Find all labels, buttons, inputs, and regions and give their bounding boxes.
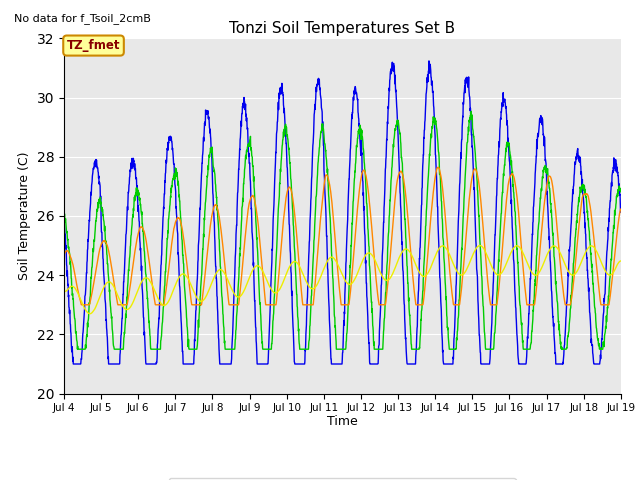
-16cm — [359, 168, 367, 174]
-8cm — [584, 208, 591, 214]
-16cm — [60, 250, 68, 256]
-32cm — [476, 242, 484, 248]
Line: -8cm: -8cm — [64, 111, 621, 349]
-8cm — [216, 247, 223, 253]
-32cm — [617, 258, 625, 264]
-16cm — [371, 262, 379, 267]
-16cm — [505, 180, 513, 185]
-4cm — [584, 267, 591, 273]
-16cm — [435, 164, 442, 170]
-8cm — [74, 346, 81, 352]
-4cm — [70, 361, 77, 367]
-4cm — [568, 200, 576, 205]
-32cm — [505, 255, 513, 261]
Line: -4cm: -4cm — [64, 61, 621, 364]
-4cm — [60, 221, 68, 227]
Legend: -4cm, -8cm, -16cm, -32cm: -4cm, -8cm, -16cm, -32cm — [169, 478, 516, 480]
-8cm — [359, 137, 367, 143]
-4cm — [359, 178, 367, 183]
-32cm — [584, 246, 591, 252]
-16cm — [568, 292, 576, 298]
-16cm — [617, 206, 625, 212]
-8cm — [60, 216, 68, 222]
Y-axis label: Soil Temperature (C): Soil Temperature (C) — [18, 152, 31, 280]
-8cm — [617, 189, 625, 195]
-16cm — [584, 192, 591, 197]
-8cm — [568, 281, 576, 287]
-8cm — [505, 140, 513, 146]
-4cm — [505, 144, 513, 150]
-16cm — [216, 216, 223, 222]
-32cm — [359, 258, 367, 264]
Line: -16cm: -16cm — [64, 167, 621, 305]
-32cm — [216, 267, 223, 273]
-4cm — [371, 361, 379, 367]
-32cm — [568, 272, 576, 278]
Text: No data for f_Tsoil_2cmB: No data for f_Tsoil_2cmB — [14, 13, 151, 24]
-32cm — [60, 288, 68, 294]
-4cm — [617, 208, 625, 214]
-4cm — [216, 355, 223, 360]
Line: -32cm: -32cm — [64, 245, 621, 314]
-16cm — [77, 302, 85, 308]
-8cm — [371, 346, 379, 352]
-32cm — [371, 257, 379, 263]
-4cm — [425, 58, 433, 64]
Title: Tonzi Soil Temperatures Set B: Tonzi Soil Temperatures Set B — [229, 21, 456, 36]
-8cm — [467, 108, 475, 114]
X-axis label: Time: Time — [327, 415, 358, 428]
Text: TZ_fmet: TZ_fmet — [67, 39, 120, 52]
-32cm — [86, 311, 93, 317]
